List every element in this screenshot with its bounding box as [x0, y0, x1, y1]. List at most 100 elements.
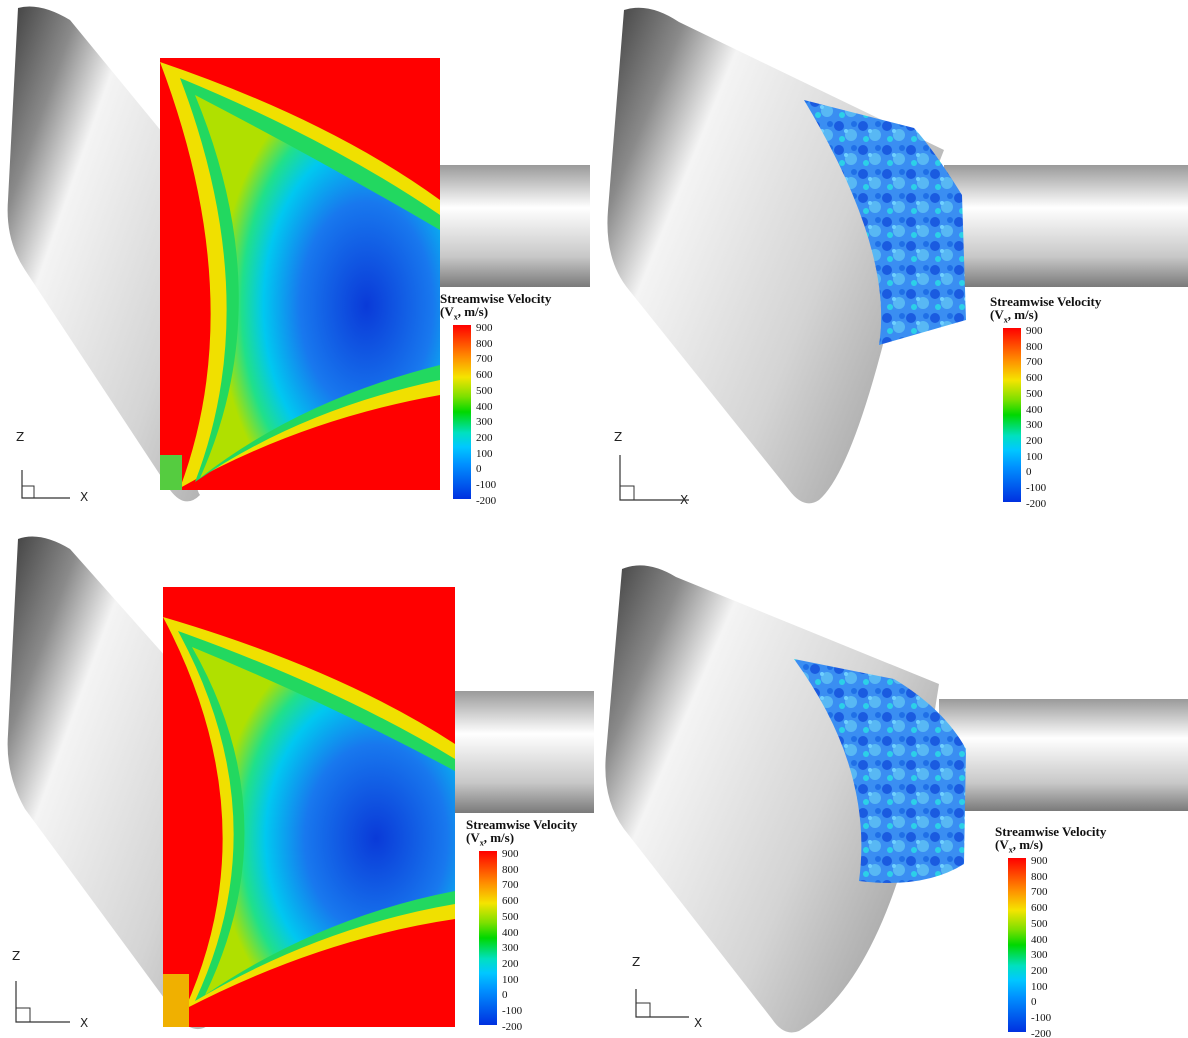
- tick-label: 600: [476, 369, 493, 382]
- sting-support: [445, 691, 594, 813]
- legend-unit: (Vx, m/s): [440, 304, 489, 322]
- tick-label: -200: [1026, 497, 1047, 510]
- tick-label: 300: [1031, 949, 1048, 962]
- tick-label: 100: [476, 447, 493, 460]
- axis-triad: [619, 455, 689, 501]
- tick-label: 100: [502, 973, 519, 986]
- tick-label: 800: [1031, 870, 1048, 883]
- axis-triad: [21, 470, 70, 499]
- panel-top-right: Z X Streamwise Velocity (Vx, m/s) 900 800…: [594, 0, 1188, 519]
- panel-bottom-right: Z X Streamwise Velocity (Vx, m/s) 900 800…: [594, 519, 1188, 1038]
- tick-label: 900: [476, 322, 493, 334]
- tick-label: 400: [1031, 933, 1048, 946]
- sting-support: [939, 699, 1188, 811]
- sting-support: [430, 165, 590, 287]
- tick-label: 800: [502, 863, 519, 876]
- axis-origin-box: [21, 485, 35, 499]
- tick-label: 700: [476, 353, 493, 366]
- axis-origin-box: [15, 1007, 31, 1023]
- axis-label-z: Z: [614, 430, 623, 444]
- axis-label-z: Z: [16, 430, 25, 444]
- tick-label: 500: [502, 910, 519, 923]
- axis-label-x: X: [694, 1016, 703, 1030]
- colorbar: [1008, 858, 1026, 1032]
- tick-label: 300: [1026, 419, 1043, 432]
- tick-label: 0: [1026, 466, 1032, 479]
- legend-ticks: 900 800 700 600 500 400 300 200 100 0 -100 -200: [502, 847, 522, 1035]
- tick-label: 600: [1031, 902, 1048, 915]
- tick-label: 700: [1026, 356, 1043, 369]
- corner-region: [163, 974, 189, 1027]
- tick-label: 200: [476, 431, 493, 444]
- colorbar: [1003, 328, 1021, 502]
- axis-origin-box: [619, 485, 635, 501]
- sting-support: [944, 165, 1188, 287]
- tick-label: 300: [502, 942, 519, 955]
- tick-label: 200: [1031, 964, 1048, 977]
- axis-origin-box: [635, 1002, 651, 1018]
- legend-title: Streamwise Velocity: [995, 824, 1107, 839]
- legend-ticks: 900 800 700 600 500 400 300 200 100 0 -100 -200: [476, 321, 496, 509]
- legend-ticks: 900 800 700 600 500 400 300 200 100 0 -100 -200: [1026, 324, 1046, 512]
- tick-label: 800: [1026, 340, 1043, 353]
- tick-label: 300: [476, 416, 493, 429]
- turbulent-slice: [794, 659, 966, 883]
- tick-label: 900: [502, 848, 519, 860]
- legend-title: Streamwise Velocity: [440, 291, 552, 306]
- tick-label: 0: [502, 989, 508, 1002]
- tick-label: 500: [476, 384, 493, 397]
- tick-label: 0: [476, 463, 482, 476]
- tick-label: -200: [1031, 1027, 1052, 1038]
- axis-triad: [15, 981, 70, 1023]
- axis-label-x: X: [680, 493, 689, 507]
- flow-visualization-top-right: [607, 7, 1188, 504]
- axis-label-z: Z: [12, 949, 21, 963]
- color-legend: Streamwise Velocity (Vx, m/s) 900 800 700 6…: [440, 291, 552, 507]
- axis-label-z: Z: [632, 955, 641, 969]
- tick-label: 600: [502, 895, 519, 908]
- panel-bottom-left: Z X Streamwise Velocity (Vx, m/s) 900 800…: [0, 519, 594, 1038]
- flow-visualization-bottom-left: [7, 536, 594, 1030]
- recirculation-wake: [195, 95, 440, 478]
- tick-label: -100: [1026, 482, 1047, 495]
- tick-label: 900: [1026, 325, 1043, 337]
- panel-top-left: Z X Streamwise Velocity (Vx, m/s) 900 800…: [0, 0, 594, 519]
- tick-label: -100: [476, 479, 497, 492]
- flow-visualization-top-left: [7, 6, 590, 502]
- tick-label: 100: [1026, 450, 1043, 463]
- tick-label: 700: [1031, 886, 1048, 899]
- tick-label: -100: [1031, 1012, 1052, 1025]
- tick-label: 500: [1031, 917, 1048, 930]
- legend-title: Streamwise Velocity: [990, 294, 1102, 309]
- color-legend: Streamwise Velocity (Vx, m/s) 900 800 700 6…: [990, 294, 1102, 510]
- color-legend: Streamwise Velocity (Vx, m/s) 900 800 700 6…: [466, 817, 578, 1033]
- legend-ticks: 900 800 700 600 500 400 300 200 100 0 -100 -200: [1031, 854, 1051, 1038]
- tick-label: 400: [502, 926, 519, 939]
- tick-label: 400: [1026, 403, 1043, 416]
- tick-label: 700: [502, 879, 519, 892]
- tick-label: 200: [1026, 434, 1043, 447]
- tick-label: 500: [1026, 387, 1043, 400]
- tick-label: -200: [502, 1020, 523, 1033]
- color-legend: Streamwise Velocity (Vx, m/s) 900 800 700 6…: [995, 824, 1107, 1038]
- colorbar: [479, 851, 497, 1025]
- tick-label: 100: [1031, 980, 1048, 993]
- legend-title: Streamwise Velocity: [466, 817, 578, 832]
- tick-label: 600: [1026, 372, 1043, 385]
- tick-label: 400: [476, 400, 493, 413]
- tick-label: 200: [502, 957, 519, 970]
- tick-label: -200: [476, 494, 497, 507]
- axis-label-x: X: [80, 490, 89, 504]
- axis-label-x: X: [80, 1016, 89, 1030]
- tick-label: -100: [502, 1005, 523, 1018]
- recirculation-wake: [192, 647, 455, 995]
- legend-unit: (Vx, m/s): [995, 837, 1044, 855]
- tick-label: 800: [476, 337, 493, 350]
- legend-unit: (Vx, m/s): [466, 830, 515, 848]
- corner-region: [160, 455, 182, 490]
- flow-visualization-bottom-right: [605, 565, 1188, 1033]
- turbulent-slice: [804, 100, 966, 345]
- legend-unit: (Vx, m/s): [990, 307, 1039, 325]
- colorbar: [453, 325, 471, 499]
- tick-label: 0: [1031, 996, 1037, 1009]
